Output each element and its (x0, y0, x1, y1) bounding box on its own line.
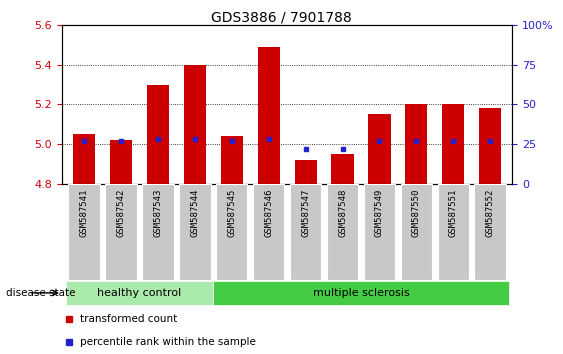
Bar (437, 184, 469, 280)
Text: GDS3886 / 7901788: GDS3886 / 7901788 (211, 11, 352, 25)
Bar (364, 184, 395, 280)
Text: GSM587546: GSM587546 (264, 189, 273, 237)
Text: percentile rank within the sample: percentile rank within the sample (80, 337, 256, 347)
Text: GSM587552: GSM587552 (486, 189, 495, 237)
Bar (66, 281, 213, 305)
Bar (73, 134, 95, 184)
Text: transformed count: transformed count (80, 314, 177, 324)
Bar (258, 47, 280, 184)
Text: GSM587549: GSM587549 (375, 189, 384, 237)
Bar (479, 108, 501, 184)
Text: GSM587543: GSM587543 (153, 189, 162, 237)
Bar (405, 104, 427, 184)
Text: disease state: disease state (6, 288, 75, 298)
Bar (216, 184, 248, 280)
Text: GSM587548: GSM587548 (338, 189, 347, 237)
Bar (368, 114, 391, 184)
Bar (147, 85, 169, 184)
Bar (221, 136, 243, 184)
Bar (179, 184, 211, 280)
Text: GSM587544: GSM587544 (190, 189, 199, 237)
Text: healthy control: healthy control (97, 288, 182, 298)
Text: GSM587547: GSM587547 (301, 189, 310, 237)
Text: GSM587550: GSM587550 (412, 189, 421, 237)
Bar (213, 281, 508, 305)
Bar (253, 184, 284, 280)
Text: GSM587541: GSM587541 (79, 189, 88, 237)
Bar (442, 104, 464, 184)
Bar (184, 64, 206, 184)
Bar (105, 184, 137, 280)
Bar (327, 184, 358, 280)
Bar (332, 154, 354, 184)
Text: multiple sclerosis: multiple sclerosis (312, 288, 409, 298)
Bar (110, 140, 132, 184)
Bar (475, 184, 506, 280)
Text: GSM587551: GSM587551 (449, 189, 458, 237)
Bar (290, 184, 321, 280)
Bar (401, 184, 432, 280)
Bar (68, 184, 100, 280)
Text: GSM587542: GSM587542 (117, 189, 126, 237)
Text: GSM587545: GSM587545 (227, 189, 236, 237)
Bar (294, 160, 316, 184)
Bar (142, 184, 173, 280)
